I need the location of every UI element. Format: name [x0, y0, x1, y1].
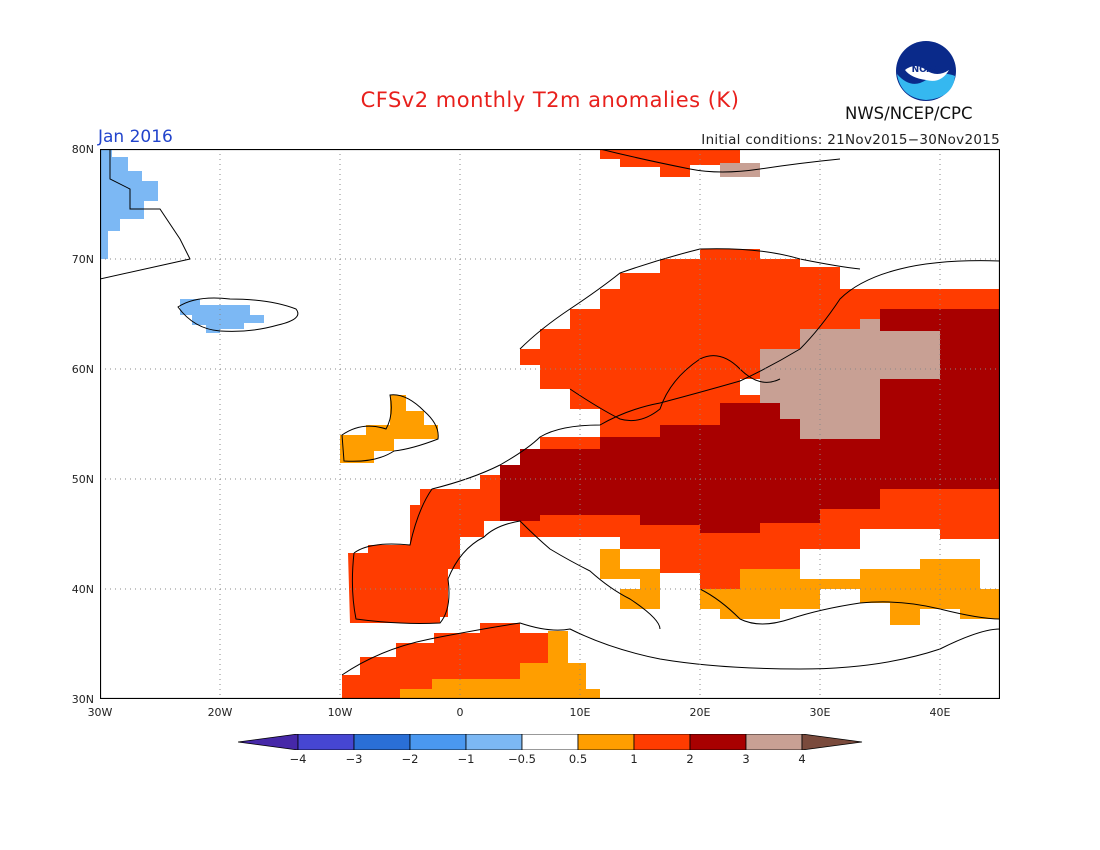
legend-swatch — [689, 734, 747, 750]
region-greenland — [100, 149, 158, 259]
lon-label: 0 — [456, 706, 464, 719]
legend-label: −3 — [345, 752, 363, 766]
legend-label: −1 — [457, 752, 475, 766]
lon-label: 20E — [689, 706, 711, 719]
lon-label: 20W — [207, 706, 233, 719]
legend-label: −4 — [289, 752, 307, 766]
region-iceland — [180, 299, 264, 333]
legend-swatch — [633, 734, 691, 750]
legend-label: −2 — [401, 752, 419, 766]
lat-label: 70N — [71, 253, 94, 266]
noaa-logo: NOAA — [896, 41, 956, 101]
lat-label: 60N — [71, 363, 94, 376]
legend-swatch — [297, 734, 355, 750]
legend-label: 3 — [742, 752, 750, 766]
legend-swatch — [465, 734, 523, 750]
region-svalbard — [600, 149, 740, 177]
region-iberia — [348, 465, 520, 623]
legend-swatch — [521, 734, 579, 750]
region-ireland — [340, 395, 438, 463]
legend-swatch — [409, 734, 467, 750]
color-legend — [238, 734, 863, 750]
legend-swatch — [801, 734, 863, 750]
legend-label: 0.5 — [568, 752, 588, 766]
lon-label: 30E — [809, 706, 831, 719]
lon-label: 10E — [569, 706, 591, 719]
lon-label: 30W — [87, 706, 113, 719]
lat-label: 80N — [71, 143, 94, 156]
legend-label: 4 — [798, 752, 806, 766]
region-scandinavia — [520, 249, 1000, 429]
anomaly-map — [100, 149, 1000, 699]
legend-swatch — [745, 734, 803, 750]
lon-label: 10W — [327, 706, 353, 719]
legend-label: 1 — [630, 752, 638, 766]
legend-label: −0.5 — [508, 752, 536, 766]
lat-label: 50N — [71, 473, 94, 486]
legend-swatch — [577, 734, 635, 750]
legend-label: 2 — [686, 752, 694, 766]
noaa-logo-text: NOAA — [912, 65, 941, 75]
region-north-africa-east — [400, 631, 600, 699]
organization-label: NWS/NCEP/CPC — [845, 104, 973, 123]
lon-label: 40E — [929, 706, 951, 719]
lat-label: 30N — [71, 693, 94, 706]
forecast-month: Jan 2016 — [98, 127, 173, 147]
legend-swatch — [353, 734, 411, 750]
region-anatolia — [700, 559, 1000, 625]
lat-label: 40N — [71, 583, 94, 596]
legend-swatch — [238, 734, 299, 750]
chart-title: CFSv2 monthly T2m anomalies (K) — [360, 88, 740, 112]
initial-conditions: Initial conditions: 21Nov2015−30Nov2015 — [701, 132, 1000, 148]
